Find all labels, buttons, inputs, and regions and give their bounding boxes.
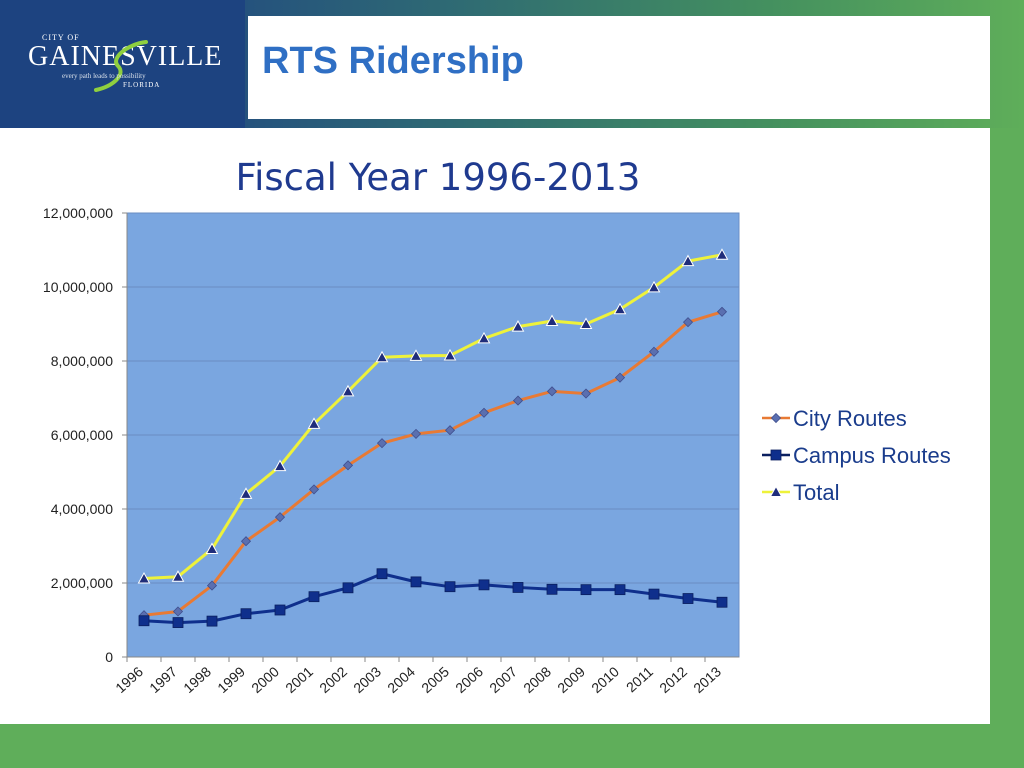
city-routes-point [478,407,490,418]
legend-total-label: Total [793,480,839,505]
city-routes-point [716,306,728,317]
campus-routes-point [716,596,728,608]
x-tick-label: 2002 [316,663,350,696]
total-point [137,572,151,584]
y-tick-label: 12,000,000 [43,205,113,221]
total-point [205,542,219,554]
slide-title: RTS Ridership [262,40,524,82]
campus-routes-point [138,615,150,627]
campus-routes-line [143,572,723,625]
campus-routes-point [444,581,456,593]
legend-city-routes-label: City Routes [793,406,907,431]
total-point [307,417,321,429]
campus-routes-point [308,591,320,603]
city-routes-point [682,317,694,328]
campus-routes-point [512,582,524,593]
x-tick-label: 2009 [554,663,588,696]
campus-routes-point [478,579,490,591]
total-point [375,350,389,363]
campus-routes-point [410,576,422,588]
legend-total-marker [769,485,783,497]
y-tick-label: 10,000,000 [43,279,113,295]
total-point [477,331,491,344]
x-tick-label: 2012 [656,663,690,696]
x-tick-label: 2010 [588,663,622,696]
logo-state: FLORIDA [123,81,161,89]
city-routes-point [342,460,354,471]
city-routes-point [410,428,422,439]
campus-routes-point [376,568,388,580]
total-point [647,280,661,293]
city-routes-point [444,425,456,436]
total-point [511,320,525,332]
city-logo: CITY OF GAINESVILLE every path leads to … [0,0,245,128]
total-point [715,248,729,260]
y-tick-label: 8,000,000 [51,353,113,369]
legend-city-routes-marker [770,412,782,424]
campus-routes-point [240,608,252,620]
city-routes-point [308,484,320,495]
chart-title: Fiscal Year 1996-2013 [235,156,641,199]
city-routes-point [274,512,286,523]
campus-routes-point [172,617,184,628]
logo-wordmark: GAINESVILLE [28,41,223,72]
campus-routes-point [342,582,354,594]
campus-routes-point [648,588,660,600]
total-point [171,570,185,582]
city-routes-point [206,580,218,591]
city-routes-point [512,395,524,406]
total-line [143,253,723,581]
total-point [443,348,457,361]
total-point [341,384,355,397]
ridership-chart: 0 2,000,000 4,000,000 6,000,000 8,000,000 10,… [43,205,951,696]
campus-routes-point [614,584,626,596]
logo-tagline: every path leads to possibility [62,72,146,80]
y-tick-label: 0 [105,649,113,665]
y-tick-label: 4,000,000 [51,501,113,517]
logo-swoosh-icon [94,40,148,92]
x-tick-label: 2005 [418,663,452,696]
city-routes-point [580,388,592,399]
x-tick-label: 2006 [452,663,486,696]
total-point [613,302,627,315]
campus-routes-point [682,593,694,604]
x-tick-label: 1997 [146,663,180,696]
x-tick-label: 2007 [486,663,520,696]
total-point [579,317,593,329]
logo-small-text: CITY OF [42,33,80,42]
city-routes-point [172,606,184,617]
campus-routes-point [580,584,592,596]
title-box: RTS Ridership [248,16,990,119]
legend-campus-routes-label: Campus Routes [793,443,951,468]
y-tick-label: 2,000,000 [51,575,113,591]
city-routes-point [546,386,558,397]
campus-routes-point [546,583,558,595]
x-tick-label: 1998 [180,663,214,696]
legend-campus-routes-marker [770,449,782,461]
x-tick-label: 2004 [384,663,418,696]
x-tick-label: 1999 [214,663,248,696]
total-point [239,487,253,499]
city-routes-point [648,346,660,357]
campus-routes-point [274,604,286,616]
total-point [545,314,559,327]
campus-routes-point [206,615,218,627]
x-tick-label: 1996 [112,663,146,696]
y-tick-label: 6,000,000 [51,427,113,443]
x-tick-label: 2000 [248,663,282,696]
city-routes-line [143,310,723,617]
x-tick-label: 2003 [350,663,384,696]
total-point [681,254,695,267]
city-routes-point [614,372,626,383]
x-tick-label: 2013 [690,663,724,696]
x-tick-label: 2008 [520,663,554,696]
total-point [409,349,423,361]
slide-content: Fiscal Year 1996-2013 0 2,000,000 4,000,00… [0,128,990,724]
total-point [273,459,287,472]
x-tick-label: 2011 [623,663,656,695]
x-tick-label: 2001 [282,663,316,696]
city-routes-point [376,438,388,449]
city-routes-point [240,536,252,547]
